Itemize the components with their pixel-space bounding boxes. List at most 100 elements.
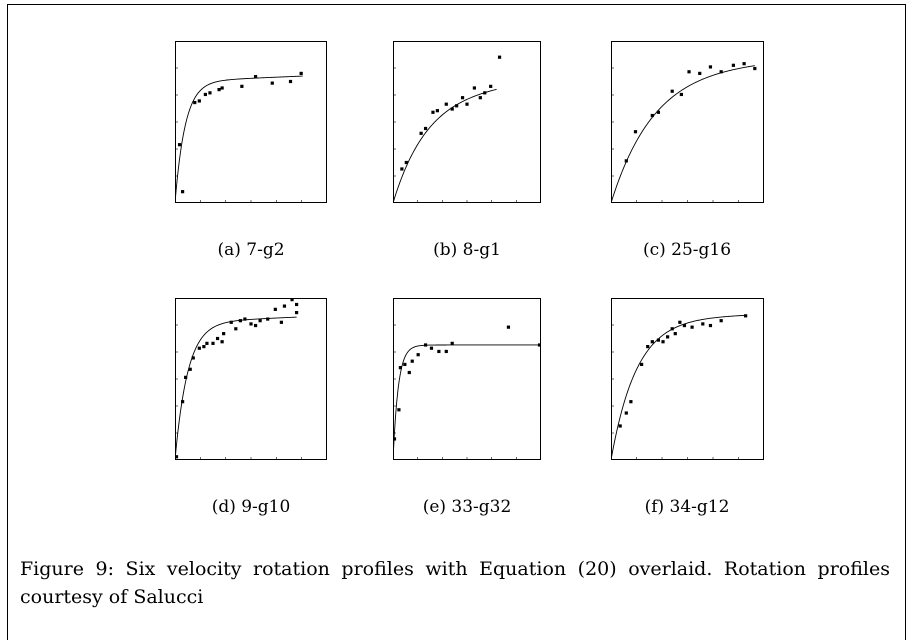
- data-point: [719, 319, 723, 323]
- plot-d: [175, 298, 327, 460]
- data-point: [403, 362, 407, 367]
- plot-e: [393, 298, 541, 460]
- data-point: [455, 104, 459, 108]
- data-point: [497, 55, 502, 59]
- plot-frame: [611, 41, 764, 203]
- data-point: [253, 75, 258, 79]
- data-point: [398, 366, 402, 370]
- data-point: [624, 159, 628, 163]
- data-point: [483, 91, 487, 95]
- data-point: [708, 65, 713, 69]
- caption-c: (c) 25-g16: [642, 240, 732, 260]
- data-point: [478, 96, 482, 100]
- data-point: [640, 362, 644, 367]
- data-point: [444, 102, 448, 106]
- data-point: [731, 63, 735, 67]
- data-point: [193, 100, 197, 105]
- plot-b: [393, 41, 541, 203]
- fit-curve: [175, 75, 303, 203]
- fit-curve: [393, 344, 541, 460]
- data-point: [656, 110, 661, 114]
- data-point: [282, 304, 287, 308]
- fit-curve: [611, 65, 755, 203]
- data-point: [188, 367, 192, 371]
- data-point: [450, 341, 454, 345]
- data-point: [460, 96, 465, 100]
- data-point: [295, 310, 299, 315]
- data-point: [397, 408, 401, 412]
- data-point: [400, 167, 404, 171]
- data-point: [431, 110, 435, 114]
- data-point: [661, 340, 665, 344]
- data-point: [240, 84, 244, 88]
- data-point: [203, 92, 207, 97]
- data-point: [181, 190, 185, 194]
- data-point: [690, 325, 694, 329]
- data-point: [205, 341, 209, 345]
- data-point: [465, 102, 469, 106]
- data-point: [177, 143, 182, 147]
- data-point: [238, 319, 242, 323]
- data-point: [753, 66, 757, 71]
- data-point: [673, 332, 677, 336]
- data-point: [719, 70, 723, 74]
- data-point: [742, 62, 746, 66]
- data-point: [618, 424, 622, 428]
- data-point: [701, 322, 705, 326]
- data-point: [220, 86, 224, 90]
- data-point: [202, 345, 206, 349]
- data-point: [258, 319, 262, 323]
- data-point: [435, 109, 439, 113]
- data-point: [243, 317, 247, 321]
- data-point: [217, 88, 221, 92]
- fit-curve: [611, 314, 746, 460]
- data-point: [489, 84, 493, 88]
- data-point: [678, 320, 682, 324]
- data-point: [682, 323, 687, 328]
- data-point: [249, 322, 253, 326]
- data-point: [666, 335, 670, 339]
- fit-curve: [393, 88, 497, 203]
- data-point: [633, 130, 638, 134]
- data-point: [419, 131, 423, 135]
- data-point: [429, 346, 434, 350]
- data-point: [211, 341, 215, 345]
- data-point: [650, 340, 654, 344]
- data-point: [670, 327, 674, 331]
- plot-a: [175, 41, 327, 203]
- data-point: [290, 298, 294, 302]
- data-point: [279, 320, 283, 324]
- data-point: [423, 343, 428, 347]
- data-point: [197, 99, 201, 103]
- data-point: [679, 92, 683, 97]
- data-point: [708, 323, 713, 328]
- plot-f: [611, 298, 764, 460]
- data-point: [229, 320, 233, 324]
- data-point: [253, 323, 258, 328]
- data-point: [410, 359, 414, 363]
- data-point: [181, 400, 185, 404]
- data-point: [450, 107, 454, 111]
- data-point: [624, 411, 628, 415]
- data-point: [197, 346, 201, 350]
- data-point: [416, 353, 420, 357]
- plot-frame: [175, 41, 327, 203]
- data-point: [299, 71, 303, 75]
- data-point: [670, 89, 674, 93]
- plot-frame: [393, 298, 541, 460]
- data-point: [184, 375, 188, 379]
- plot-c: [611, 41, 764, 203]
- fit-curve: [175, 316, 297, 460]
- data-point: [537, 343, 541, 347]
- plot-frame: [393, 41, 541, 203]
- data-point: [215, 336, 220, 341]
- data-point: [437, 349, 441, 354]
- figure-caption: Figure 9: Six velocity rotation profiles…: [20, 558, 890, 608]
- data-point: [472, 86, 476, 90]
- data-point: [650, 113, 654, 118]
- data-point: [273, 307, 277, 311]
- data-point: [288, 79, 293, 84]
- data-point: [266, 317, 270, 321]
- data-point: [393, 437, 397, 441]
- data-point: [404, 160, 408, 165]
